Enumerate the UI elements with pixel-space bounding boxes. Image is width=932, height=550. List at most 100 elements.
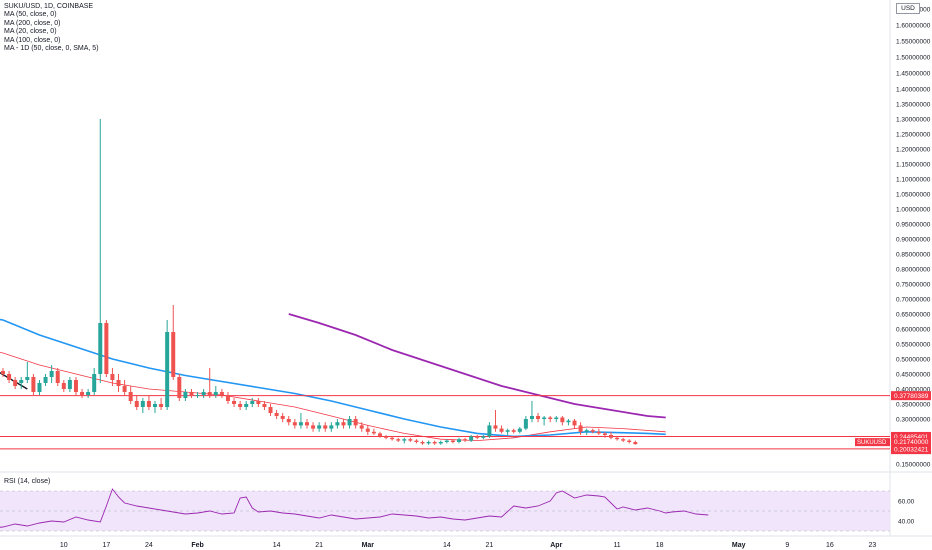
price-tick: 0.40000000 (896, 387, 931, 394)
price-tick: 1.15000000 (896, 162, 931, 169)
price-labels: 0.377803890.24485401SUKUUSD0.2174000003:… (855, 391, 931, 455)
candle-body (128, 392, 133, 401)
candle-body (542, 417, 547, 419)
price-pane[interactable] (0, 0, 890, 470)
candle-body (55, 371, 60, 383)
candle-body (523, 419, 528, 429)
candle-body (371, 431, 376, 434)
candle-body (463, 439, 468, 441)
candle-body (225, 395, 230, 401)
time-tick: 14 (273, 542, 281, 549)
candle-body (122, 386, 127, 392)
candle-body (292, 422, 297, 426)
price-tick: 0.30000000 (896, 417, 931, 424)
candle-body (487, 425, 492, 437)
symbol-title[interactable]: SUKU/USD, 1D, COINBASE (4, 3, 94, 10)
candle-body (140, 401, 145, 407)
candle-body (627, 440, 632, 442)
price-tick: 0.85000000 (896, 252, 931, 259)
candle-body (609, 435, 613, 438)
candle-body (536, 416, 541, 419)
candles (1, 119, 638, 445)
candle-body (110, 374, 115, 380)
candle-body (116, 380, 121, 386)
time-tick: 21 (486, 542, 494, 549)
legend-ma-4[interactable]: MA (100, close, 0) (4, 36, 61, 44)
candle-body (621, 439, 626, 441)
candle-body (98, 323, 103, 374)
candle-body (49, 371, 54, 377)
legend-ma-1[interactable]: MA (50, close, 0) (4, 11, 57, 19)
legend-ma-3[interactable]: MA (20, close, 0) (4, 28, 57, 36)
price-tick: 1.40000000 (896, 87, 931, 94)
candle-body (298, 422, 303, 426)
time-tick: 21 (315, 542, 323, 549)
candle-body (572, 420, 577, 426)
ma-purple-line (288, 313, 666, 419)
candle-body (317, 425, 322, 429)
candle-body (7, 374, 12, 380)
price-tick: 0.15000000 (896, 462, 931, 469)
rsi-legend[interactable]: RSI (14, close) (4, 478, 51, 485)
candle-body (584, 430, 589, 432)
candle-body (92, 374, 97, 392)
candle-body (450, 440, 455, 442)
price-tick: 1.60000000 (896, 23, 931, 30)
candle-body (499, 428, 504, 432)
price-tick: 0.65000000 (896, 312, 931, 319)
candle-body (159, 404, 164, 407)
candle-body (481, 436, 486, 438)
legend-ma-2[interactable]: MA (200, close, 0) (4, 19, 61, 27)
price-tick: 0.55000000 (896, 342, 931, 349)
rsi-axis: 60.00 40.00 (898, 499, 915, 526)
rsi-tick: 40.00 (898, 519, 915, 526)
time-tick: 18 (656, 542, 664, 549)
level-price-text: 0.37780389 (894, 393, 929, 400)
candle-body (396, 439, 401, 441)
candle-body (402, 439, 407, 441)
time-tick: 14 (443, 542, 451, 549)
legend-ma-5[interactable]: MA - 1D (50, close, 0, SMA, 5) (4, 45, 99, 53)
price-tick: 0.35000000 (896, 402, 931, 409)
candle-body (207, 392, 212, 395)
candle-body (353, 419, 358, 426)
candle-body (377, 433, 382, 437)
horizontal-levels (0, 395, 890, 450)
time-tick: 9 (785, 542, 789, 549)
price-tick: 0.95000000 (896, 222, 931, 229)
trendline (0, 372, 28, 390)
currency-button[interactable]: USD (896, 3, 920, 14)
candle-body (238, 404, 243, 407)
candle-body (341, 422, 346, 426)
price-tick: 1.55000000 (896, 39, 931, 46)
candle-body (420, 442, 425, 444)
price-tick: 1.25000000 (896, 132, 931, 139)
time-tick: Mar (362, 542, 375, 549)
price-tick: 0.70000000 (896, 297, 931, 304)
candle-body (86, 392, 91, 395)
last-price-text: 0.21740000 (894, 439, 929, 446)
time-tick: 17 (102, 542, 110, 549)
chart-legend: SUKU/USD, 1D, COINBASE MA (50, close, 0)… (4, 3, 99, 53)
candle-body (323, 425, 328, 429)
price-tick: 0.60000000 (896, 327, 931, 334)
candle-body (189, 392, 194, 395)
candle-body (73, 380, 78, 392)
price-tick: 0.90000000 (896, 237, 931, 244)
price-tick: 0.50000000 (896, 357, 931, 364)
price-axis[interactable]: 1.650000001.600000001.550000001.50000000… (896, 7, 931, 469)
rsi-line (0, 488, 709, 528)
candle-body (548, 417, 553, 419)
candle-body (80, 392, 85, 395)
price-tick: 1.30000000 (896, 117, 931, 124)
candle-body (286, 419, 291, 423)
candle-body (560, 417, 565, 423)
ma-blue-line (0, 318, 666, 438)
candle-body (615, 437, 620, 440)
candle-body (19, 380, 24, 383)
candle-body (244, 404, 249, 407)
moving-averages (0, 313, 666, 442)
time-axis[interactable]: 10 17 24 Feb 14 21 Mar 14 21 Apr 11 18 May 9 16 23 (60, 542, 877, 549)
candle-body (517, 428, 522, 432)
